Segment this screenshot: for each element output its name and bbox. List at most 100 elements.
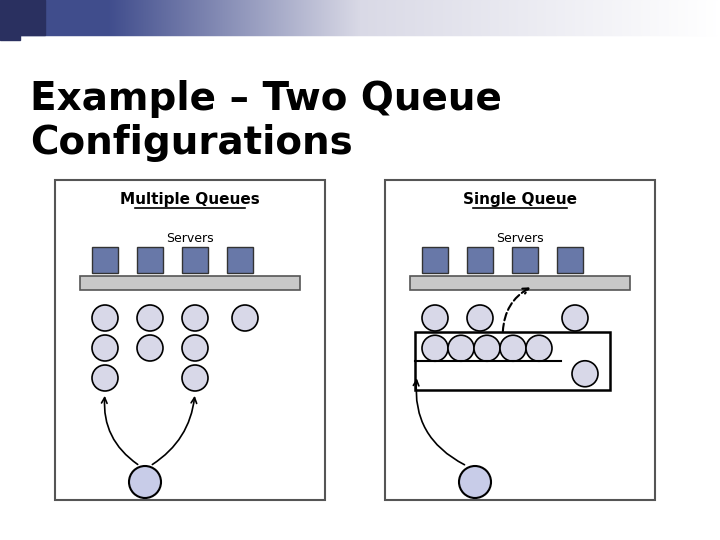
Bar [153,0,154,35]
Bar [299,0,300,35]
Bar [136,0,137,35]
Bar [263,0,264,35]
Bar [195,0,196,35]
Bar [342,0,343,35]
Bar [532,0,533,35]
Bar [709,0,710,35]
Bar [388,0,389,35]
Bar [578,0,579,35]
Bar [70,0,71,35]
Bar [192,0,193,35]
Bar [417,0,418,35]
Bar [347,0,348,35]
Bar [160,0,161,35]
Bar [158,0,159,35]
Bar [656,0,657,35]
Bar [396,0,397,35]
FancyBboxPatch shape [137,247,163,273]
Bar [657,0,658,35]
Bar [680,0,681,35]
Bar [387,0,388,35]
Bar [106,0,107,35]
Bar [545,0,546,35]
Bar [202,0,203,35]
Bar [372,0,373,35]
Bar [190,0,191,35]
Bar [415,0,416,35]
Bar [332,0,333,35]
Bar [51,0,52,35]
Bar [465,0,466,35]
Text: Single Queue: Single Queue [463,192,577,207]
Bar [97,0,98,35]
Circle shape [572,361,598,387]
Bar [541,0,542,35]
Bar [328,0,329,35]
Bar [386,0,387,35]
Bar [710,0,711,35]
Bar [0,0,45,35]
Bar [221,0,222,35]
Bar [589,0,590,35]
Bar [695,0,696,35]
Bar [425,0,426,35]
Bar [669,0,670,35]
Bar [701,0,702,35]
Bar [473,0,474,35]
Bar [140,0,141,35]
Bar [317,0,318,35]
Bar [1,0,2,35]
Bar [254,0,255,35]
Bar [588,0,589,35]
Bar [483,0,484,35]
Bar [598,0,599,35]
Bar [601,0,602,35]
Bar [337,0,338,35]
Bar [161,0,162,35]
Bar [421,0,422,35]
Bar [351,0,352,35]
Bar [476,0,477,35]
Bar [171,0,172,35]
Bar [301,0,302,35]
Bar [552,0,553,35]
Circle shape [500,335,526,361]
Bar [585,0,586,35]
Bar [543,0,544,35]
Bar [531,0,532,35]
Bar [290,0,291,35]
Bar [151,0,152,35]
Bar [691,0,692,35]
Bar [697,0,698,35]
Bar [692,0,693,35]
Bar [413,0,414,35]
Bar [80,276,300,290]
Bar [395,0,396,35]
Bar [672,0,673,35]
Bar [168,0,169,35]
Bar [92,0,93,35]
Bar [298,0,299,35]
Bar [592,0,593,35]
Bar [582,0,583,35]
Bar [345,0,346,35]
Bar [394,0,395,35]
Bar [670,0,671,35]
Bar [597,0,598,35]
Bar [439,0,440,35]
Bar [534,0,535,35]
Bar [368,0,369,35]
Bar [133,0,134,35]
Bar [349,0,350,35]
Bar [428,0,429,35]
Bar [611,0,612,35]
Bar [384,0,385,35]
Bar [147,0,148,35]
Bar [470,0,471,35]
Bar [189,0,190,35]
Bar [289,0,290,35]
Bar [716,0,717,35]
Bar [519,0,520,35]
Bar [52,0,53,35]
Bar [142,0,143,35]
